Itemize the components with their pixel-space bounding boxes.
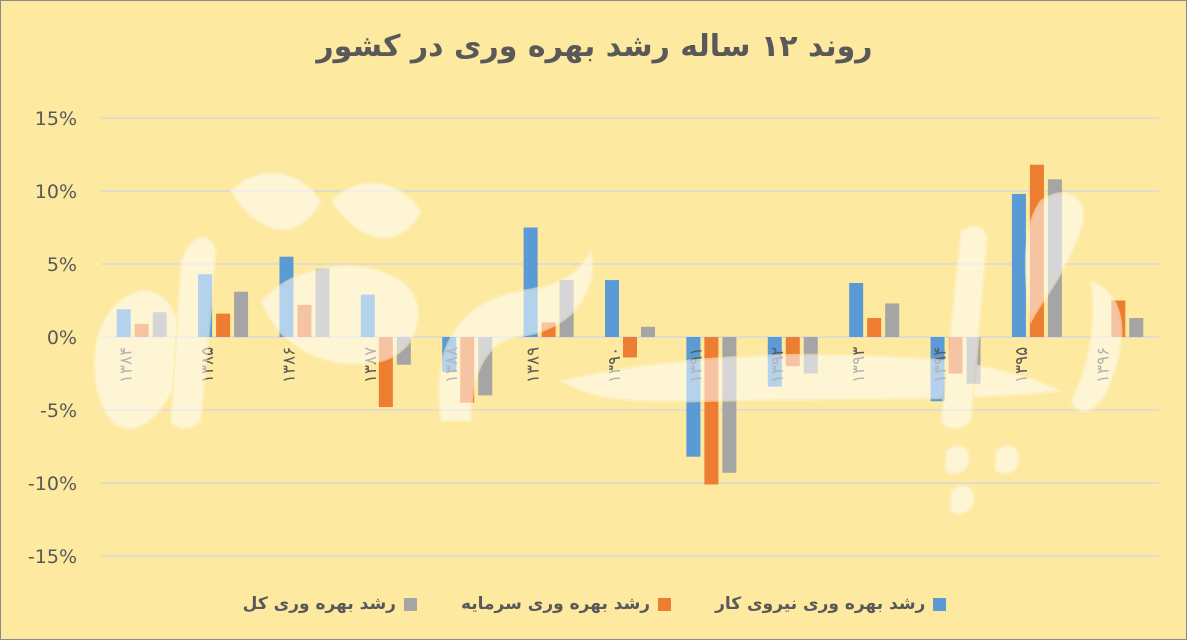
bar-capital xyxy=(1111,300,1126,337)
bar-total xyxy=(885,303,900,337)
bar-capital xyxy=(216,313,231,337)
bar-capital xyxy=(378,337,393,408)
chart-legend: رشد بهره وری نیروی کار رشد بهره وری سرما… xyxy=(1,594,1186,614)
bar-total xyxy=(396,337,411,365)
x-tick-label: ۱۳۸۴ xyxy=(117,347,137,384)
bar-labor xyxy=(198,274,213,337)
legend-item-labor: رشد بهره وری نیروی کار xyxy=(715,594,947,614)
x-tick-label: ۱۳۹۴ xyxy=(931,347,951,384)
bar-total xyxy=(966,337,981,384)
bar-labor xyxy=(849,282,864,337)
bar-capital xyxy=(1029,164,1044,337)
bar-total xyxy=(803,337,818,374)
bar-total xyxy=(1047,179,1062,337)
chart-title: روند ۱۲ ساله رشد بهره وری در کشور xyxy=(316,29,873,64)
x-tick-label: ۱۳۸۸ xyxy=(442,347,462,384)
bar-labor xyxy=(605,280,619,337)
bar-labor xyxy=(360,294,375,337)
bar-total xyxy=(234,291,249,337)
legend-label-labor: رشد بهره وری نیروی کار xyxy=(715,594,926,614)
x-tick-label: ۱۳۹۰ xyxy=(605,347,625,384)
bars xyxy=(116,164,1144,485)
x-tick-label: ۱۳۸۹ xyxy=(524,347,544,384)
y-tick-label: -10% xyxy=(28,473,77,495)
y-tick-label: 15% xyxy=(35,108,77,130)
legend-item-total: رشد بهره وری کل xyxy=(243,594,417,614)
legend-label-total: رشد بهره وری کل xyxy=(242,594,396,614)
x-tick-label: ۱۳۸۶ xyxy=(279,347,299,384)
bar-labor xyxy=(116,309,131,337)
y-tick-label: 5% xyxy=(47,254,77,276)
bar-total xyxy=(722,337,737,473)
legend-swatch-labor xyxy=(933,597,947,611)
y-tick-label: 10% xyxy=(35,181,77,203)
bar-labor xyxy=(279,256,294,337)
legend-swatch-total xyxy=(403,597,417,611)
bar-capital xyxy=(297,304,312,337)
x-tick-label: ۱۳۹۳ xyxy=(849,347,869,384)
bar-capital xyxy=(704,337,719,485)
bar-total xyxy=(315,268,330,337)
bar-labor xyxy=(523,227,538,337)
bar-labor xyxy=(1011,193,1026,337)
legend-label-capital: رشد بهره وری سرمایه xyxy=(460,594,651,614)
chart-plot-area: 15%10%5%0%-5%-10%-15% ۱۳۸۴ ۱۳۸۵ ۱۳۸۶ ۱۳۸۷ ۱۳… xyxy=(28,108,1159,568)
bar-total xyxy=(559,280,574,337)
bar-capital xyxy=(541,322,556,337)
x-tick-label: ۱۳۹۵ xyxy=(1012,347,1032,384)
bar-capital xyxy=(948,337,963,374)
bar-total xyxy=(1129,318,1144,337)
x-tick-label: ۱۳۸۵ xyxy=(198,347,218,384)
y-tick-label: -15% xyxy=(28,546,77,568)
legend-swatch-capital xyxy=(658,597,672,611)
legend-item-capital: رشد بهره وری سرمایه xyxy=(460,594,672,614)
y-axis-tick-labels: 15% 10% 5% 0% -5% -10% -15% xyxy=(28,108,77,568)
x-tick-label: ۱۳۸۷ xyxy=(361,347,381,384)
x-tick-label: ۱۳۹۲ xyxy=(768,347,788,384)
x-tick-label: ۱۳۹۱ xyxy=(686,347,706,384)
x-axis-tick-labels: ۱۳۸۴ ۱۳۸۵ ۱۳۸۶ ۱۳۸۷ ۱۳۸۸ ۱۳۸۹ ۱۳۹۰ ۱۳۹۱ ۱۳۹۲ ۱۳۹۳… xyxy=(117,347,1114,384)
bar-total xyxy=(478,337,493,396)
bar-capital xyxy=(460,337,475,403)
x-tick-label: ۱۳۹۶ xyxy=(1093,347,1113,384)
bar-total xyxy=(641,326,655,337)
bar-capital xyxy=(134,323,149,337)
y-tick-label: -5% xyxy=(40,400,77,422)
bar-total xyxy=(152,312,167,337)
bar-capital xyxy=(867,318,882,337)
bar-capital xyxy=(785,337,800,367)
bar-capital xyxy=(623,337,637,358)
y-tick-label: 0% xyxy=(47,327,77,349)
